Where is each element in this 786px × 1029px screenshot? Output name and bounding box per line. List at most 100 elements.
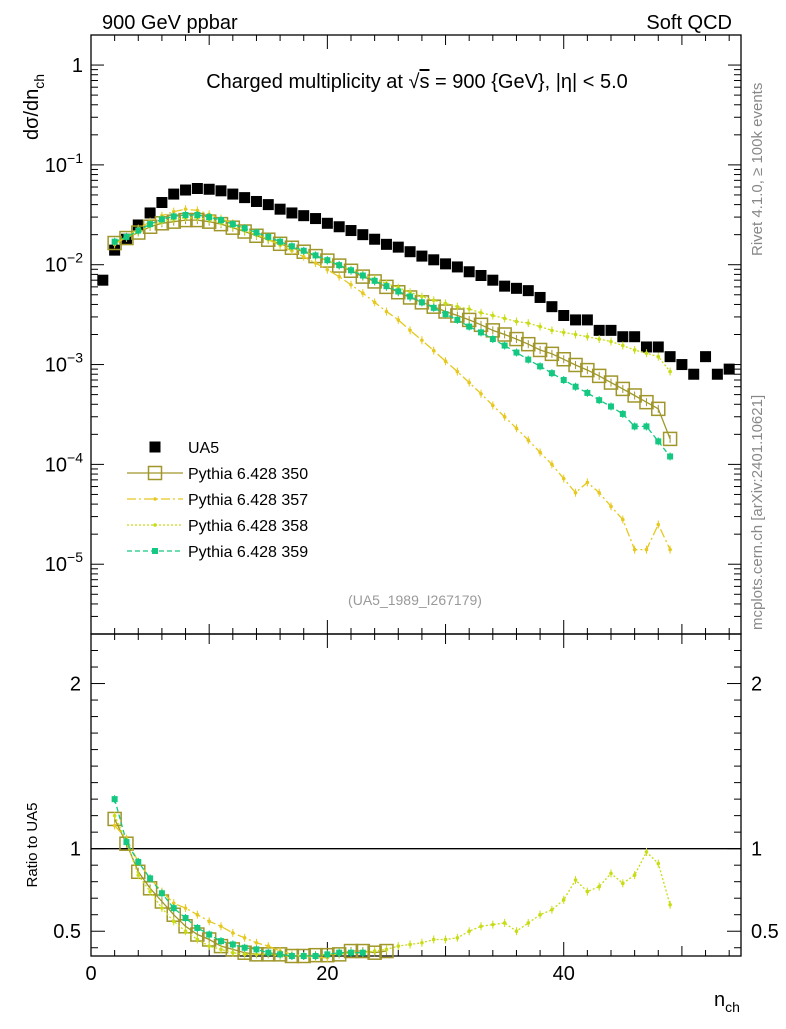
ratio-point: [112, 823, 117, 828]
ratio-point: [111, 796, 118, 803]
main-point: [372, 300, 377, 305]
legend-entry-p350: Pythia 6.428 350: [127, 465, 308, 483]
ratio-point: [379, 943, 394, 959]
ratio-point: [242, 952, 247, 957]
ratio-point: [253, 946, 260, 953]
ratio-line-p358: [114, 815, 671, 957]
ratio-line-p359: [113, 798, 363, 957]
ratio-point: [561, 898, 566, 902]
legend-entry-p359: Pythia 6.428 359: [127, 544, 308, 561]
main-point: [605, 324, 617, 336]
main-point: [537, 363, 544, 370]
main-point: [688, 368, 700, 380]
main-point: [700, 351, 712, 363]
main-point: [455, 304, 460, 309]
main-point: [662, 431, 678, 447]
ratio-point: [348, 949, 354, 956]
ratio-point: [266, 944, 271, 948]
ratio-point: [136, 873, 141, 877]
main-point: [144, 207, 156, 219]
main-y-axis-label: dσ/dnch: [21, 74, 47, 140]
main-point: [497, 327, 512, 342]
ratio-point: [479, 924, 483, 929]
main-point: [325, 267, 330, 272]
main-point: [168, 188, 180, 200]
main-point: [194, 211, 201, 218]
ratio-point: [514, 929, 519, 934]
ratio-point: [408, 942, 412, 947]
main-point: [502, 316, 507, 321]
main-point: [218, 217, 224, 224]
ratio-point: [207, 944, 211, 948]
main-point: [560, 377, 567, 384]
main-point: [655, 438, 662, 445]
main-point: [156, 196, 168, 208]
main-point: [608, 403, 614, 410]
main-point: [573, 332, 578, 337]
main-point: [418, 299, 425, 306]
ratio-line-p350: [114, 818, 387, 957]
ratio-point: [343, 943, 359, 959]
main-point: [229, 221, 236, 228]
legend-marker: [152, 548, 158, 554]
main-point: [556, 352, 571, 367]
legend-entry-p358: Pythia 6.428 358: [127, 518, 308, 535]
ratio-point: [396, 944, 401, 948]
ratio-point: [644, 850, 649, 854]
main-point: [621, 343, 625, 348]
main-point: [475, 269, 487, 281]
main-point: [501, 342, 508, 349]
ratio-point: [538, 912, 542, 917]
main-point: [367, 274, 382, 289]
main-point: [183, 207, 188, 211]
ratio-point: [502, 921, 507, 925]
main-point: [395, 288, 402, 295]
mcplots-label: mcplots.cern.ch [arXiv:2401.10621]: [749, 395, 766, 630]
ratio-series-p359: [111, 795, 366, 960]
ratio-point: [231, 931, 235, 935]
main-point: [609, 339, 613, 344]
main-point: [250, 195, 262, 207]
main-point: [431, 348, 436, 353]
ratio-point: [195, 912, 200, 917]
main-point: [550, 328, 554, 333]
main-point: [383, 283, 390, 290]
main-point: [514, 426, 519, 431]
main-point: [443, 301, 448, 306]
ratio-point: [135, 858, 142, 865]
main-y-tick-label: 10−1: [45, 150, 83, 177]
ratio-point: [207, 919, 211, 924]
main-point: [313, 261, 318, 265]
main-point: [509, 331, 524, 347]
ratio-y-tick-label-right: 1: [751, 839, 762, 861]
rivet-label: Rivet 4.1.0, ≥ 100k events: [749, 83, 766, 256]
ratio-point: [597, 884, 601, 889]
main-point: [656, 354, 661, 359]
ratio-point: [123, 839, 130, 846]
ratio-point: [254, 940, 259, 945]
legend-label: Pythia 6.428 357: [188, 492, 308, 509]
ratio-point: [455, 936, 460, 940]
main-point: [525, 356, 532, 363]
main-point: [644, 351, 649, 355]
main-point: [333, 221, 345, 233]
main-point: [723, 363, 735, 375]
main-point: [463, 266, 475, 278]
main-point: [384, 309, 389, 314]
main-point: [466, 323, 473, 330]
main-point: [203, 183, 215, 195]
ratio-point: [367, 945, 382, 960]
ratio-point: [148, 889, 152, 894]
ratio-point: [242, 936, 247, 940]
ratio-point: [359, 949, 366, 956]
analysis-watermark: (UA5_1989_I267179): [348, 592, 482, 608]
main-point: [408, 290, 412, 295]
main-point: [550, 462, 554, 467]
main-point: [321, 217, 333, 229]
main-point: [548, 370, 555, 377]
main-point: [585, 334, 590, 339]
ratio-point: [183, 906, 188, 910]
chart-title: Charged multiplicity at √s = 900 {GeV}, …: [206, 71, 628, 93]
main-point: [621, 517, 625, 522]
